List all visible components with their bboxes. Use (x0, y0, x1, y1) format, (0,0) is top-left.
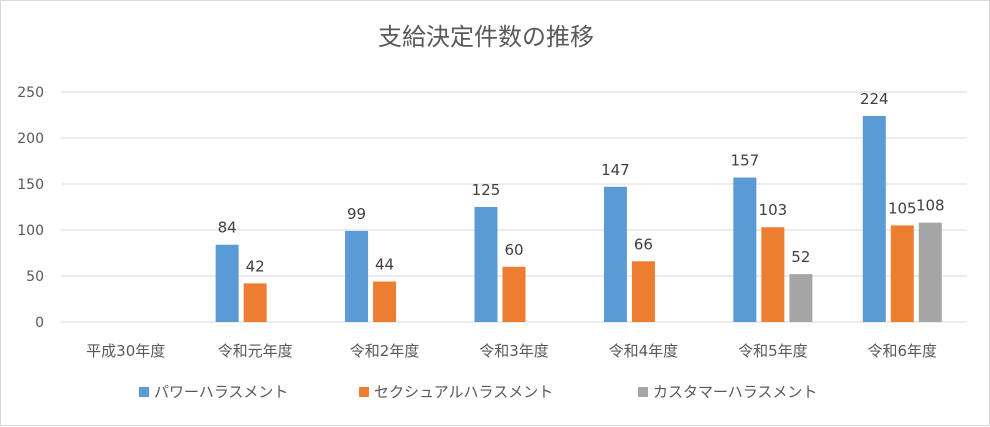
x-category-label: 令和6年度 (868, 342, 938, 360)
data-label: 105 (888, 199, 917, 217)
y-tick-label: 50 (26, 269, 44, 285)
data-label: 224 (860, 90, 889, 108)
y-tick-label: 100 (17, 223, 44, 239)
data-label: 66 (634, 235, 653, 253)
bar (243, 283, 267, 322)
bar (890, 225, 914, 322)
data-label: 125 (472, 181, 501, 199)
data-label: 99 (347, 205, 366, 223)
bar (345, 230, 369, 322)
bar (862, 115, 886, 322)
gridlines (61, 91, 967, 323)
x-axis-categories: 平成30年度 令和元年度 令和2年度 令和3年度 令和4年度 令和5年度 令和6年度 (86, 342, 937, 360)
x-category-label: 平成30年度 (86, 342, 165, 360)
legend: パワーハラスメント セクシュアルハラスメント カスタマーハラスメント (139, 383, 817, 401)
y-tick-label: 0 (35, 315, 44, 331)
bar (918, 222, 942, 322)
legend-swatch (638, 387, 648, 397)
legend-label: パワーハラスメント (154, 383, 288, 401)
bar (373, 281, 397, 322)
legend-label: セクシュアルハラスメント (374, 383, 553, 401)
bar (474, 207, 498, 322)
y-tick-label: 150 (17, 177, 44, 193)
legend-label: カスタマーハラスメント (653, 383, 817, 401)
bar (733, 177, 757, 322)
data-label: 52 (791, 248, 810, 266)
x-category-label: 令和2年度 (350, 342, 420, 360)
y-axis-ticks: 0 50 100 150 200 250 (17, 85, 44, 331)
data-label: 60 (504, 241, 523, 259)
bars (215, 115, 942, 322)
bar (761, 227, 785, 322)
data-label: 44 (375, 256, 394, 274)
y-tick-label: 250 (17, 85, 44, 101)
chart-title: 支給決定件数の推移 (378, 23, 594, 51)
legend-swatch (139, 387, 149, 397)
data-label: 84 (218, 219, 237, 237)
data-label: 108 (916, 197, 945, 215)
bar (215, 244, 239, 322)
legend-swatch (359, 387, 369, 397)
data-label: 147 (601, 161, 630, 179)
x-category-label: 令和5年度 (738, 342, 808, 360)
x-category-label: 令和元年度 (218, 342, 293, 360)
data-label: 103 (759, 201, 788, 219)
bar (631, 261, 655, 322)
bar (502, 266, 526, 322)
x-category-label: 令和4年度 (609, 342, 679, 360)
bar (603, 186, 627, 322)
data-label: 42 (246, 257, 265, 275)
x-category-label: 令和3年度 (479, 342, 549, 360)
bar (789, 274, 813, 322)
y-tick-label: 200 (17, 131, 44, 147)
data-label: 157 (731, 152, 760, 170)
data-labels: 84 42 99 44 125 60 147 66 157 103 52 224 105 108 (218, 90, 945, 275)
